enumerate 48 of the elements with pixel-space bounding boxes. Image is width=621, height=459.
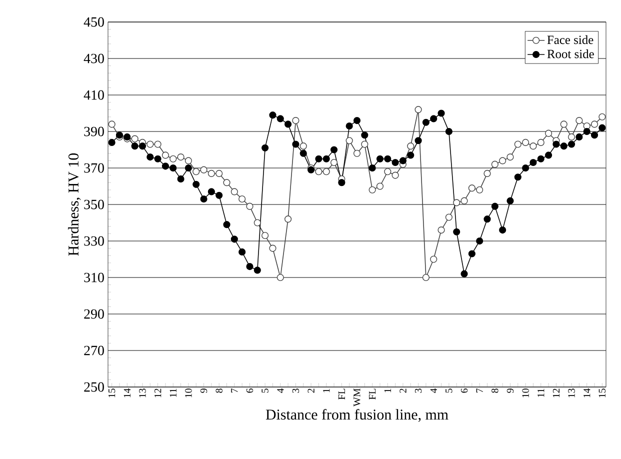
x-tick-label: 15: [598, 388, 606, 398]
x-tick-label: 10: [185, 388, 192, 398]
x-tick-label: 7: [231, 388, 238, 393]
x-tick-label: 11: [538, 388, 544, 397]
x-tick-label: 14: [124, 388, 130, 398]
legend-label: Root side: [547, 49, 594, 58]
y-tick-label: 450: [84, 17, 104, 27]
y-tick-label: 410: [84, 90, 104, 100]
x-tick-label: 2: [308, 388, 314, 393]
x-tick-label: FL: [369, 388, 376, 400]
y-tick-label: 390: [84, 126, 104, 136]
x-tick-label: 15: [108, 388, 116, 398]
x-tick-label: 3: [292, 388, 300, 393]
x-tick-label: WM: [354, 388, 360, 406]
x-tick-label: 1: [384, 388, 391, 392]
x-tick-label: 3: [414, 388, 422, 393]
y-tick-label: 310: [84, 272, 104, 282]
x-tick-label: 4: [430, 388, 437, 393]
x-tick-label: 13: [568, 388, 575, 398]
x-tick-label: 13: [139, 388, 146, 398]
y-tick-label: 270: [84, 346, 104, 356]
legend-label: Face side: [547, 35, 594, 44]
x-tick-label: 1: [323, 388, 330, 392]
x-tick-label: 2: [400, 388, 406, 393]
y-axis-title: Hardness, HV 10: [68, 153, 81, 256]
x-tick-label: 9: [200, 388, 208, 393]
x-tick-label: 7: [476, 388, 483, 393]
x-tick-label: 6: [460, 388, 468, 393]
x-tick-label: 9: [506, 388, 514, 393]
y-tick-label: 430: [84, 54, 104, 64]
x-tick-label: 14: [584, 388, 590, 398]
x-tick-label: 8: [492, 388, 498, 393]
x-tick-label: 4: [277, 388, 284, 393]
y-tick-label: 370: [84, 163, 104, 173]
x-tick-label: 8: [216, 388, 222, 393]
x-tick-label: 6: [246, 388, 254, 393]
x-tick-label: FL: [338, 388, 345, 400]
y-tick-label: 350: [84, 200, 104, 210]
x-tick-label: 10: [522, 388, 529, 398]
x-tick-label: 5: [446, 388, 452, 393]
x-tick-label: 12: [154, 388, 162, 398]
y-tick-label: 250: [84, 382, 104, 392]
y-tick-label: 290: [84, 309, 104, 319]
x-tick-label: 12: [552, 388, 560, 398]
x-tick-label: 5: [262, 388, 268, 393]
x-axis-title: Distance from fusion line, mm: [266, 408, 448, 422]
x-tick-label: 11: [170, 388, 176, 397]
y-tick-label: 330: [84, 236, 104, 246]
